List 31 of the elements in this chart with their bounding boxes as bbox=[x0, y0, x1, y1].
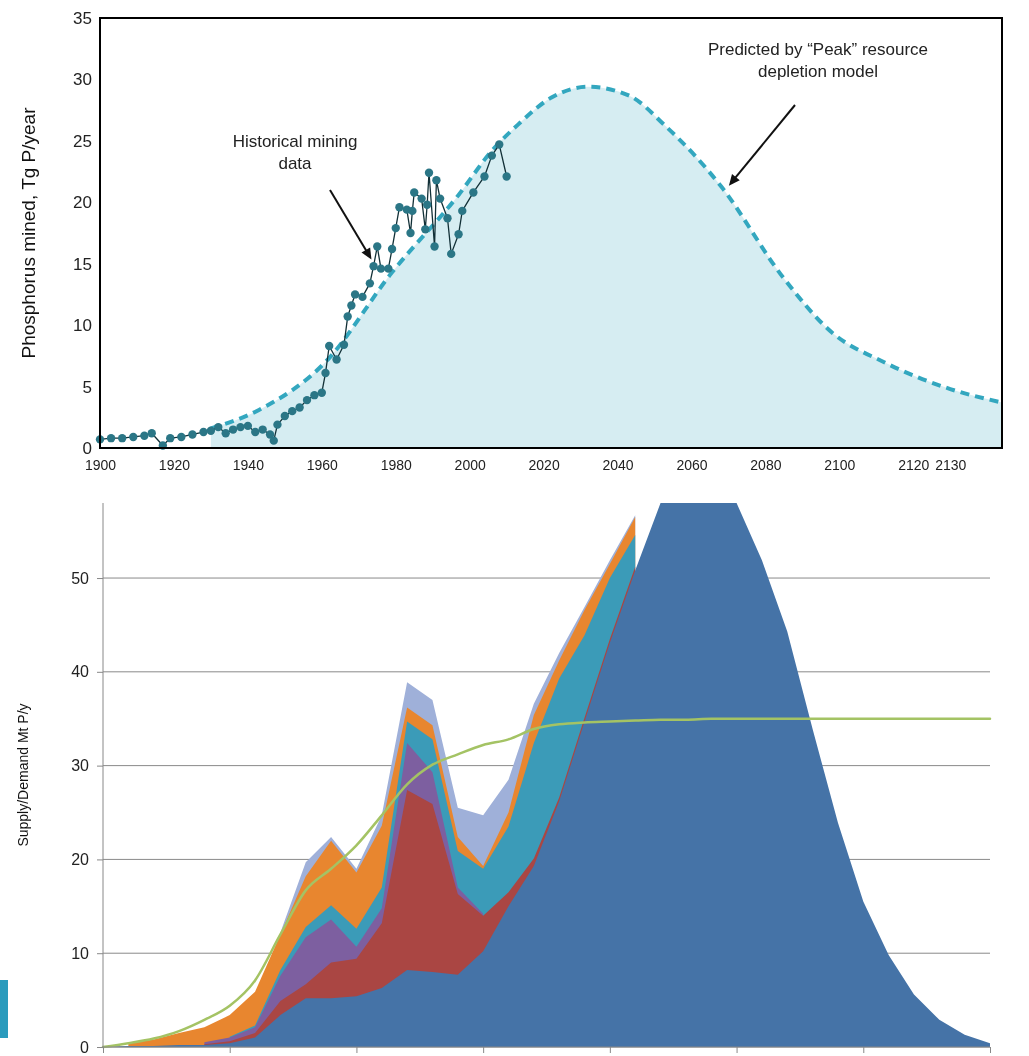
y-tick-label: 30 bbox=[73, 70, 92, 90]
x-tick-label: 1900 bbox=[84, 456, 117, 473]
x-tick-label: 2120 bbox=[898, 456, 930, 473]
y-tick-label: 35 bbox=[73, 8, 92, 28]
y-axis-title: Phosphorus mined, Tg P/year bbox=[18, 106, 39, 359]
y-tick-label: 5 bbox=[82, 377, 92, 397]
y-tick-label: 15 bbox=[73, 254, 92, 274]
y-tick-label: 50 bbox=[71, 569, 90, 587]
x-tick-label: 2020 bbox=[528, 456, 560, 473]
y-tick-label: 10 bbox=[71, 944, 90, 962]
x-tick-label: 1960 bbox=[306, 456, 339, 473]
x-tick-label: 2100 bbox=[824, 456, 856, 473]
x-tick-label: 2080 bbox=[750, 456, 782, 473]
x-tick-label: 2060 bbox=[676, 456, 708, 473]
annotation: Predicted by “Peak” resource depletion model bbox=[707, 40, 929, 81]
x-tick-label: 2130 bbox=[935, 456, 967, 473]
x-tick-label: 1940 bbox=[232, 456, 265, 473]
y-axis-title: Supply/Demand Mt P/y bbox=[15, 703, 31, 847]
y-tick-label: 0 bbox=[82, 438, 92, 458]
x-tick-label: 2040 bbox=[602, 456, 634, 473]
y-tick-label: 20 bbox=[71, 851, 90, 869]
annotation: Historical mining data bbox=[232, 132, 358, 173]
y-tick-label: 30 bbox=[71, 757, 90, 775]
y-tick-label: 10 bbox=[73, 316, 92, 336]
y-tick-label: 25 bbox=[73, 131, 92, 151]
x-tick-label: 1980 bbox=[380, 456, 413, 473]
x-tick-label: 2000 bbox=[454, 456, 486, 473]
y-tick-label: 0 bbox=[80, 1038, 90, 1056]
y-tick-label: 20 bbox=[73, 193, 92, 213]
y-tick-label: 40 bbox=[71, 663, 90, 681]
x-tick-label: 1920 bbox=[158, 456, 191, 473]
